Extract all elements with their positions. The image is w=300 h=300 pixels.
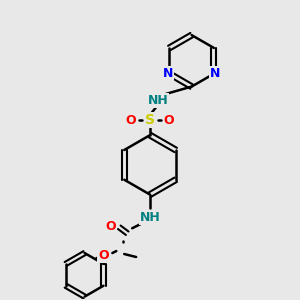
Text: N: N	[210, 67, 220, 80]
Text: O: O	[126, 114, 136, 127]
Text: O: O	[98, 248, 109, 262]
Text: O: O	[105, 220, 116, 233]
Text: NH: NH	[140, 211, 160, 224]
Text: S: S	[145, 113, 155, 127]
Text: NH: NH	[148, 94, 168, 107]
Text: N: N	[163, 67, 173, 80]
Text: O: O	[164, 114, 174, 127]
